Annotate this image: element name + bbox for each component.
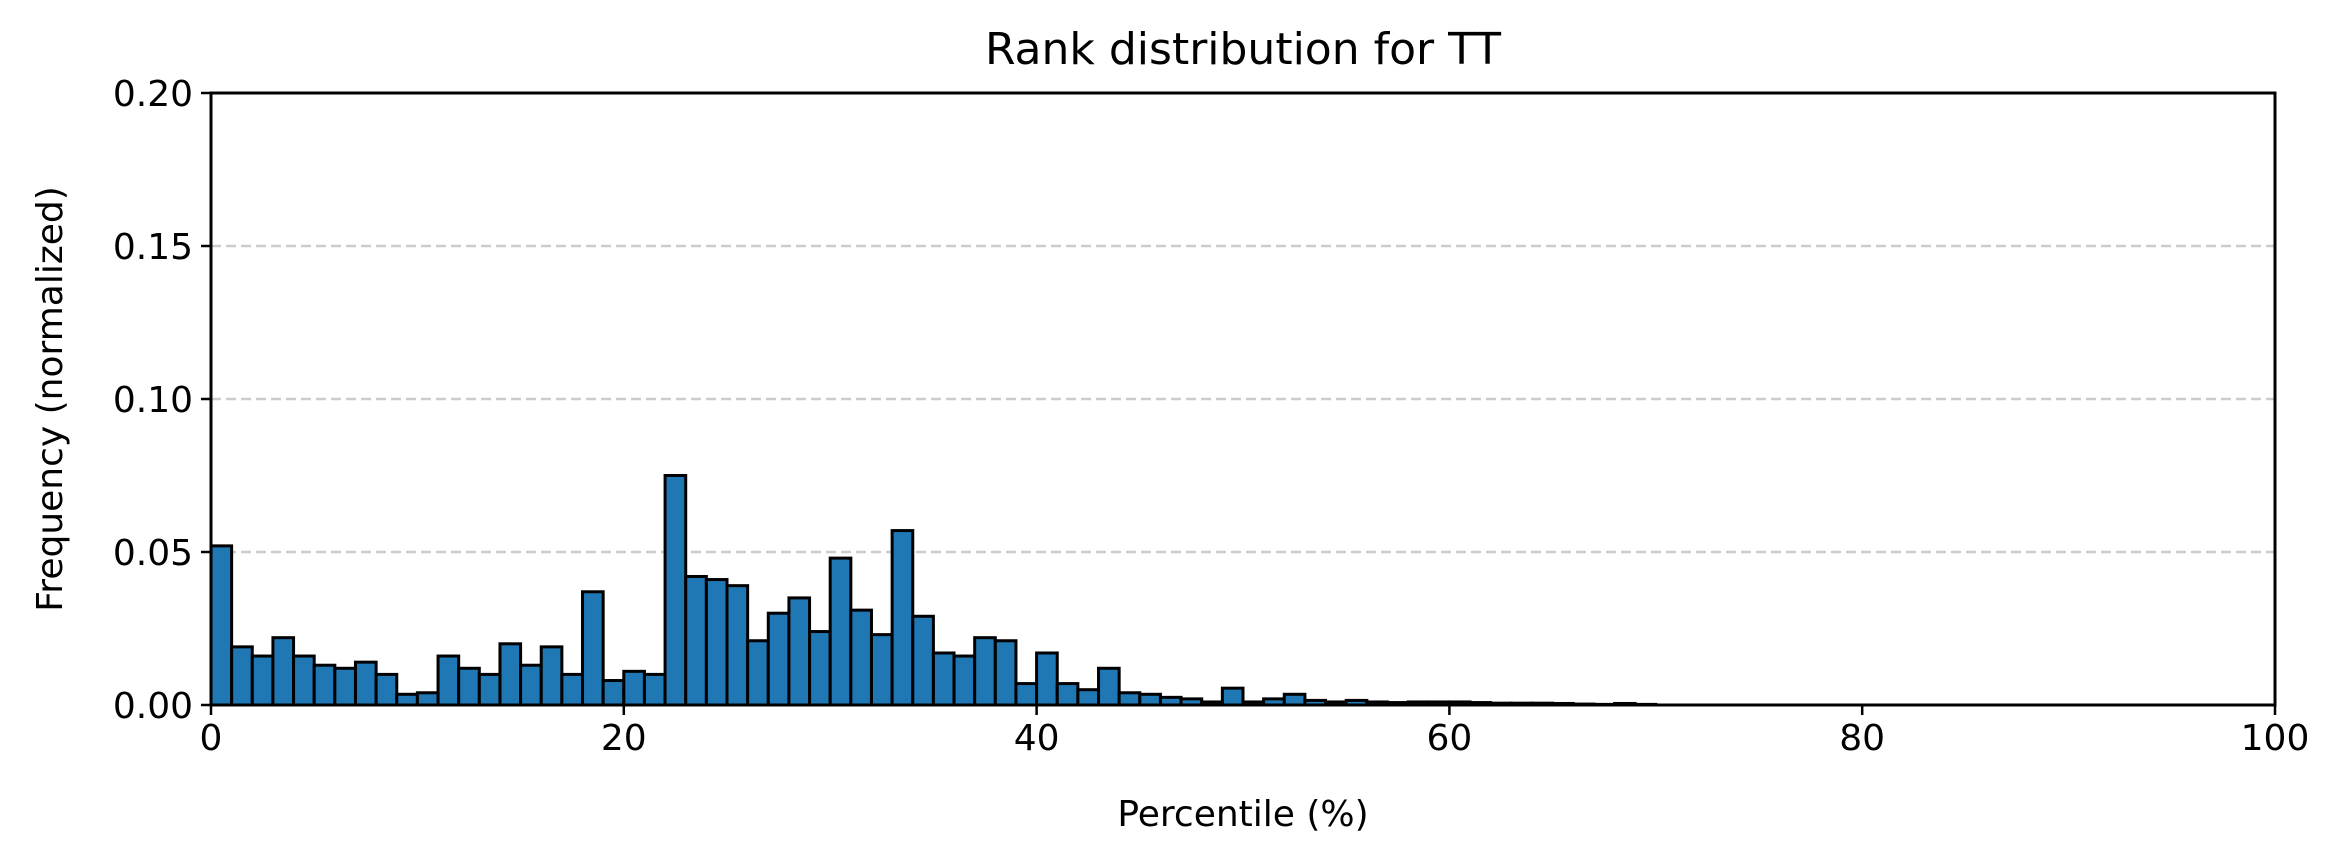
histogram-bar <box>560 672 585 707</box>
histogram-bar <box>312 663 337 707</box>
histogram-bar <box>642 672 667 707</box>
y-tick-label: 0.20 <box>113 74 193 115</box>
x-tick-label: 80 <box>1839 718 1885 759</box>
histogram-bar <box>374 672 399 707</box>
histogram-bar <box>457 666 481 707</box>
histogram-bar <box>993 639 1018 707</box>
histogram-bar <box>1014 682 1039 707</box>
histogram-bar <box>1138 692 1162 707</box>
histogram-bar <box>725 584 750 707</box>
histogram-bar <box>1055 682 1080 707</box>
x-axis-label: Percentile (%) <box>1117 794 1368 835</box>
histogram-bar <box>353 660 378 707</box>
histogram-bar <box>498 642 523 707</box>
histogram-bar <box>746 639 770 707</box>
x-tick-label: 20 <box>601 718 647 759</box>
histogram-bar <box>539 645 564 707</box>
histogram-bar <box>1220 686 1245 707</box>
x-tick-label: 40 <box>1014 718 1060 759</box>
histogram-bar <box>477 672 502 707</box>
histogram-bar <box>292 654 316 707</box>
histogram-bar <box>395 692 419 707</box>
histogram-bar <box>271 636 296 707</box>
histogram-bar <box>766 611 791 707</box>
histogram-bar <box>436 654 461 707</box>
histogram-bar <box>704 578 729 707</box>
x-tick-label: 60 <box>1426 718 1472 759</box>
histogram-bar <box>1097 666 1121 707</box>
histogram-bar <box>663 474 688 707</box>
histogram-bar <box>931 651 956 707</box>
histogram-bar <box>601 679 626 707</box>
chart-title: Rank distribution for TT <box>985 24 1501 75</box>
histogram-bar <box>1282 692 1307 707</box>
histogram-bar <box>911 614 935 707</box>
histogram-bar <box>209 544 234 707</box>
y-tick-label: 0.15 <box>113 227 193 268</box>
histogram-bar <box>1076 688 1101 707</box>
histogram-bar <box>684 574 708 707</box>
histogram-bar <box>622 669 646 707</box>
histogram-bar <box>581 590 605 707</box>
histogram-bar <box>1035 651 1059 707</box>
histogram-bar <box>869 633 894 707</box>
histogram-bar <box>519 663 543 707</box>
histogram-bar <box>808 630 832 707</box>
histogram-bar <box>250 654 275 707</box>
histogram-bar <box>849 608 873 707</box>
histogram-bar <box>415 691 440 707</box>
histogram-bar <box>787 596 812 707</box>
histogram-bar <box>973 636 997 707</box>
histogram-bar <box>952 654 977 707</box>
histogram-bar <box>230 645 254 707</box>
histogram-bar <box>1117 691 1142 707</box>
y-tick-label: 0.05 <box>113 533 193 574</box>
y-axis-label: Frequency (normalized) <box>30 186 71 612</box>
histogram-bar <box>828 556 853 707</box>
y-tick-label: 0.00 <box>113 686 193 727</box>
x-tick-label: 0 <box>200 718 223 759</box>
ticks: 0 20 40 60 80 100 0.00 0.05 0.10 0.15 0.20 <box>113 74 2310 759</box>
histogram-bar <box>333 666 357 707</box>
y-tick-label: 0.10 <box>113 380 193 421</box>
histogram-bar <box>890 529 915 707</box>
x-tick-label: 100 <box>2241 718 2310 759</box>
